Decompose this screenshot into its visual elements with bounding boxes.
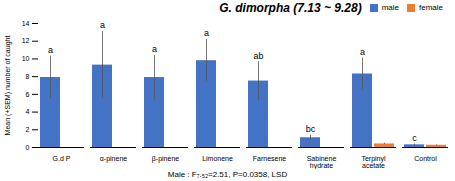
svg-text:Sabinenehydrate: Sabinenehydrate	[307, 155, 337, 169]
svg-text:bc: bc	[306, 124, 316, 134]
svg-text:a: a	[100, 20, 105, 30]
html-text:male: male	[381, 3, 399, 12]
svg-text:α-pinene: α-pinene	[100, 155, 128, 163]
svg-text:Control: Control	[414, 155, 437, 162]
svg-text:a: a	[152, 44, 157, 54]
svg-text:Farnesene: Farnesene	[253, 155, 287, 162]
svg-text:c: c	[412, 133, 417, 143]
html-text:Male : F₇.₅₂=2.51, P=0.0358, L: Male : F₇.₅₂=2.51, P=0.0358, LSD	[167, 170, 288, 179]
svg-text:10: 10	[22, 55, 30, 62]
svg-text:4: 4	[26, 108, 30, 115]
svg-text:a: a	[48, 45, 53, 55]
svg-text:Mean (+SEM) number of caught: Mean (+SEM) number of caught	[4, 36, 12, 136]
svg-text:a: a	[204, 28, 209, 38]
svg-text:Limonene: Limonene	[202, 155, 233, 162]
svg-text:8: 8	[26, 73, 30, 80]
svg-text:2: 2	[26, 126, 30, 133]
svg-text:ab: ab	[253, 51, 263, 61]
html-text:G. dimorpha (7.13 ~ 9.28): G. dimorpha (7.13 ~ 9.28)	[219, 0, 362, 15]
html-text:female: female	[419, 3, 443, 12]
svg-text:0: 0	[26, 144, 30, 151]
svg-text:14: 14	[22, 20, 30, 27]
svg-text:6: 6	[26, 91, 30, 98]
svg-text:12: 12	[22, 37, 30, 44]
svg-text:G.d P: G.d P	[53, 155, 71, 162]
svg-text:a: a	[360, 47, 365, 57]
svg-text:β-pinene: β-pinene	[152, 155, 179, 163]
svg-text:Terpinylacetate: Terpinylacetate	[361, 155, 386, 169]
